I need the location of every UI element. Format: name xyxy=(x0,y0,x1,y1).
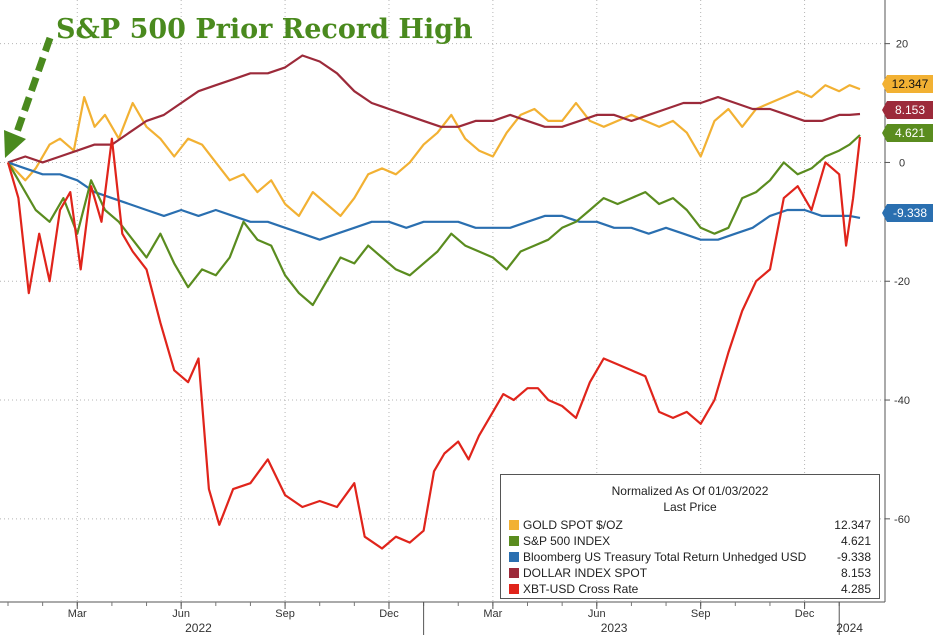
legend-entry: S&P 500 INDEX 4.621 xyxy=(509,533,871,549)
series-line xyxy=(7,134,861,307)
x-year-label: 2022 xyxy=(185,621,212,635)
x-axis: Mar Jun Sep Dec Mar Jun Sep Dec 2022 2023 2024 xyxy=(0,601,885,635)
grid-lines xyxy=(0,0,885,602)
last-price-value: 4.621 xyxy=(895,126,925,140)
last-price-value: 12.347 xyxy=(892,77,929,91)
last-price-value: -9.338 xyxy=(893,206,927,220)
legend-series-name: GOLD SPOT $/OZ xyxy=(523,518,623,532)
x-tick-label: Sep xyxy=(275,608,295,620)
legend-series-value: 4.621 xyxy=(840,534,871,548)
record-high-annotation: S&P 500 Prior Record High xyxy=(4,14,473,158)
x-tick-label: Sep xyxy=(691,608,711,620)
legend-entry: Bloomberg US Treasury Total Return Unhed… xyxy=(509,549,871,565)
legend-series-name: Bloomberg US Treasury Total Return Unhed… xyxy=(523,550,807,564)
legend-series-name: DOLLAR INDEX SPOT xyxy=(523,566,648,580)
legend-swatch xyxy=(509,568,519,578)
x-year-label: 2023 xyxy=(601,621,628,635)
legend-swatch xyxy=(509,536,519,546)
y-tick-label: 0 xyxy=(899,157,905,169)
legend-series-value: 12.347 xyxy=(834,518,871,532)
series-lines xyxy=(6,54,862,550)
last-price-value: 8.153 xyxy=(895,103,925,117)
y-tick-label: -60 xyxy=(894,514,910,526)
series-line xyxy=(6,136,862,550)
legend-swatch xyxy=(509,584,519,594)
legend-series-value: 4.285 xyxy=(840,582,871,596)
last-price-badge xyxy=(882,124,933,142)
legend-series-name: S&P 500 INDEX xyxy=(523,534,611,548)
last-price-badges: 12.347 8.153 4.621 -9.338 xyxy=(882,75,933,222)
legend-swatch xyxy=(509,552,519,562)
series-line xyxy=(7,84,861,217)
legend-series-name: XBT-USD Cross Rate xyxy=(523,582,639,596)
x-tick-label: Mar xyxy=(68,608,87,620)
legend-series-value: 8.153 xyxy=(840,566,871,580)
legend-swatch xyxy=(509,520,519,530)
legend: Normalized As Of 01/03/2022 Last Price G… xyxy=(500,474,880,599)
last-price-badge xyxy=(882,75,933,93)
legend-series-value: -9.338 xyxy=(836,550,871,564)
y-tick-label: -20 xyxy=(894,276,910,288)
series-line xyxy=(7,161,861,241)
chart-title: S&P 500 Prior Record High xyxy=(56,14,473,45)
last-price-badge xyxy=(882,204,933,222)
legend-rows: GOLD SPOT $/OZ 12.347 S&P 500 INDEX 4.621 Bl… xyxy=(509,517,871,597)
legend-entry: GOLD SPOT $/OZ 12.347 xyxy=(509,517,871,533)
x-tick-label: Jun xyxy=(588,608,606,620)
annotation-arrow-shaft xyxy=(12,36,54,137)
x-year-label: 2024 xyxy=(836,621,863,635)
legend-entry: XBT-USD Cross Rate 4.285 xyxy=(509,581,871,597)
legend-title: Normalized As Of 01/03/2022 xyxy=(611,484,769,498)
x-tick-label: Dec xyxy=(379,608,399,620)
last-price-badge xyxy=(882,101,933,119)
y-tick-label: 20 xyxy=(896,39,908,51)
legend-entry: DOLLAR INDEX SPOT 8.153 xyxy=(509,565,871,581)
x-tick-label: Mar xyxy=(483,608,502,620)
y-axis: 20 0 -20 -40 -60 xyxy=(884,0,910,602)
y-tick-label: -40 xyxy=(894,395,910,407)
x-tick-label: Jun xyxy=(172,608,190,620)
legend-subtitle: Last Price xyxy=(663,500,717,514)
x-tick-label: Dec xyxy=(795,608,815,620)
series-line xyxy=(7,54,861,164)
annotation-arrow-head xyxy=(4,130,26,158)
